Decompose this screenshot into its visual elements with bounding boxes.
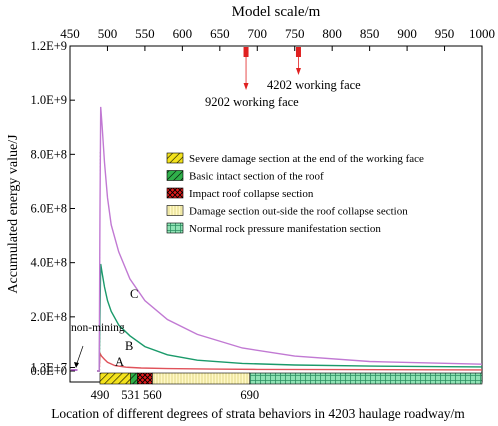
legend-label: Normal rock pressure manifestation secti… — [189, 223, 381, 235]
series-line-B — [97, 263, 483, 372]
section-bar — [99, 151, 483, 385]
series-label-C: C — [130, 287, 138, 301]
series-line-A — [97, 350, 483, 372]
y-axis-title: Accumulated energy value/J — [6, 134, 21, 294]
top-tick-label: 550 — [135, 26, 155, 41]
y-tick-label: 4.0E+8 — [30, 256, 67, 270]
section-pattern — [249, 372, 483, 385]
y-tick-label: 2.0E+8 — [30, 310, 67, 324]
marker-4202-block — [295, 47, 301, 57]
y-tick-label: 1.2E+9 — [30, 39, 67, 53]
y-axis-ticks: 0.0E+01.3E+7 2.0E+8 4.0E+8 6.0E+8 8.0E+8 1.0E… — [30, 39, 75, 378]
y-tick-label: 8.0E+8 — [30, 147, 67, 161]
legend-label: Severe damage section at the end of the … — [189, 153, 424, 165]
section-legend: Severe damage section at the end of the … — [166, 152, 424, 235]
y-tick-label: 1.0E+9 — [30, 93, 67, 107]
top-tick-label: 650 — [210, 26, 230, 41]
legend-swatch-pattern — [166, 187, 184, 199]
legend-label: Basic intact section of the roof — [189, 171, 324, 183]
top-tick-label: 850 — [360, 26, 380, 41]
x-axis-title: Location of different degrees of strata … — [51, 406, 465, 421]
marker-9202-arrowhead — [243, 83, 249, 90]
top-axis-ticks: 450 500 550 600 650 700 750 800 850 900 950 1000 — [60, 26, 495, 382]
top-tick-label: 1000 — [469, 26, 495, 41]
y-tick-label: 1.3E+7 — [30, 360, 67, 374]
top-tick-label: 950 — [435, 26, 455, 41]
x-tick-label: 690 — [240, 388, 259, 402]
legend-swatch-pattern — [166, 205, 184, 216]
top-tick-label: 600 — [173, 26, 193, 41]
x-tick-label: 560 — [143, 388, 162, 402]
marker-4202-arrowhead — [295, 68, 301, 75]
series-line-C — [97, 106, 483, 372]
x-tick-label: 490 — [91, 388, 110, 402]
top-tick-label: 750 — [285, 26, 305, 41]
top-axis-title: Model scale/m — [232, 4, 321, 20]
section-pattern — [137, 372, 153, 385]
marker-9202-block — [243, 47, 249, 57]
top-tick-label: 450 — [60, 26, 80, 41]
legend-swatch-pattern — [166, 222, 184, 234]
section-pattern — [130, 372, 138, 385]
series-label-B: B — [125, 339, 133, 353]
section-pattern — [152, 372, 251, 385]
top-tick-label: 800 — [322, 26, 342, 41]
legend-swatch-pattern — [166, 170, 184, 181]
top-tick-label: 500 — [98, 26, 118, 41]
working-face-markers: 4202 working face 9202 working face — [205, 47, 361, 109]
legend-swatch-pattern — [166, 152, 184, 164]
legend-label: Damage section out-side the roof collaps… — [189, 206, 408, 218]
top-tick-label: 900 — [397, 26, 417, 41]
annotation-9202: 9202 working face — [205, 95, 299, 109]
non-mining-arrowhead — [74, 362, 79, 368]
y-tick-label: 6.0E+8 — [30, 202, 67, 216]
legend-label: Impact roof collapse section — [189, 188, 314, 200]
x-axis-ticks: 490 531 560 690 — [91, 388, 260, 402]
x-tick-label: 531 — [121, 388, 140, 402]
series-label-A: A — [115, 355, 124, 369]
annotation-4202: 4202 working face — [267, 78, 361, 92]
non-mining-label: non-mining — [71, 322, 125, 334]
section-pattern — [99, 372, 131, 385]
y-tick-label: 0.0E+0 — [30, 364, 67, 378]
top-tick-label: 700 — [248, 26, 268, 41]
